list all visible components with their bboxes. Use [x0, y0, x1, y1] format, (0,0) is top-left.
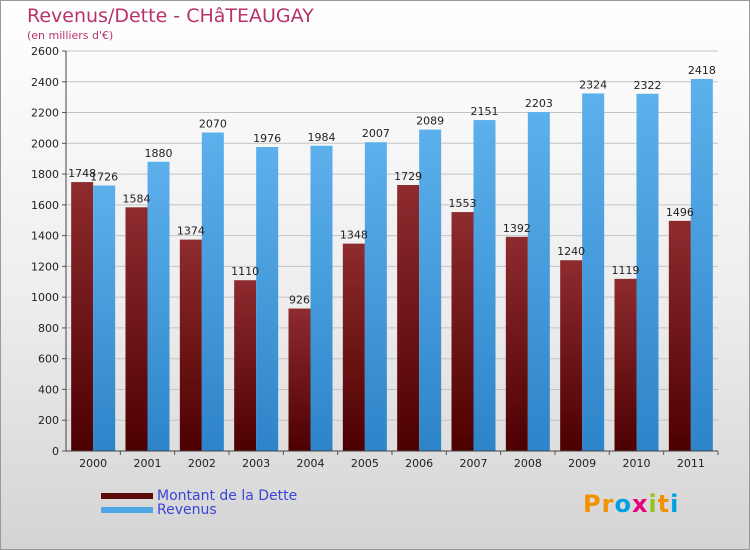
- y-tick-label: 200: [38, 414, 59, 427]
- logo-letter: r: [601, 490, 615, 518]
- axes: 0 200 400 600 800 1000 1200 1400 1600 1800 2000 220…: [31, 45, 719, 470]
- x-tick-label: 2009: [568, 457, 596, 470]
- y-tick-label: 1600: [31, 199, 59, 212]
- y-tick-label: 2600: [31, 45, 59, 58]
- legend-swatch-revenue: [101, 507, 153, 513]
- data-label-debt: 1374: [177, 225, 205, 238]
- data-label-debt: 1110: [231, 265, 259, 278]
- bar-revenue: [201, 132, 224, 452]
- bar-debt: [505, 236, 528, 451]
- y-tick-label: 2000: [31, 137, 59, 150]
- data-label-debt: 1240: [557, 245, 585, 258]
- bar-revenue: [93, 185, 116, 451]
- data-label-revenue: 1726: [90, 170, 118, 183]
- data-label-debt: 1348: [340, 229, 368, 242]
- data-label-revenue: 2418: [688, 64, 716, 77]
- logo-letter: x: [631, 490, 649, 518]
- y-tick-label: 1800: [31, 168, 59, 181]
- bar-debt: [342, 243, 365, 451]
- data-label-debt: 1392: [503, 222, 531, 235]
- x-tick-label: 2002: [188, 457, 216, 470]
- gridlines: [66, 50, 718, 452]
- bar-debt: [614, 278, 637, 451]
- x-tick-label: 2010: [623, 457, 651, 470]
- bar-revenue: [256, 147, 279, 451]
- x-tick-label: 2001: [134, 457, 162, 470]
- data-label-revenue: 2324: [579, 78, 607, 91]
- bar-debt: [234, 280, 257, 451]
- data-label-debt: 1729: [394, 170, 422, 183]
- data-label-debt: 1496: [666, 206, 694, 219]
- data-label-revenue: 1976: [253, 132, 281, 145]
- bar-revenue: [582, 93, 605, 451]
- data-label-revenue: 2322: [634, 79, 662, 92]
- data-label-revenue: 2203: [525, 97, 553, 110]
- y-tick-label: 1000: [31, 291, 59, 304]
- x-tick-label: 2008: [514, 457, 542, 470]
- data-label-revenue: 1880: [145, 147, 173, 160]
- logo-letter: i: [670, 490, 680, 518]
- bar-debt: [179, 239, 202, 451]
- bar-debt: [125, 207, 148, 451]
- x-tick-label: 2007: [460, 457, 488, 470]
- x-tick-label: 2011: [677, 457, 705, 470]
- data-label-debt: 1119: [612, 264, 640, 277]
- legend-item-revenue: Revenus: [101, 502, 217, 518]
- legend-label-debt: Montant de la Dette: [157, 488, 298, 504]
- data-label-debt: 1748: [68, 167, 96, 180]
- bar-debt: [288, 308, 311, 451]
- chart-subtitle: (en milliers d'€): [27, 29, 114, 42]
- x-tick-label: 2003: [242, 457, 270, 470]
- x-tick-label: 2006: [405, 457, 433, 470]
- bar-debt: [397, 185, 420, 451]
- x-tick-label: 2000: [79, 457, 107, 470]
- y-tick-label: 2200: [31, 107, 59, 120]
- legend-swatch-debt: [101, 493, 153, 499]
- proxiti-logo: Proxiti: [583, 490, 679, 518]
- bar-revenue: [419, 129, 442, 451]
- bar-chart: 0 200 400 600 800 1000 1200 1400 1600 1800 2000 220…: [31, 45, 719, 470]
- logo-letter: P: [583, 490, 602, 518]
- bar-revenue: [690, 79, 713, 451]
- data-label-revenue: 2007: [362, 127, 390, 140]
- x-tick-label: 2005: [351, 457, 379, 470]
- data-label-revenue: 1984: [308, 131, 336, 144]
- logo-letter: i: [648, 490, 658, 518]
- bar-debt: [668, 220, 691, 451]
- legend-label-revenue: Revenus: [157, 502, 217, 518]
- bar-revenue: [473, 120, 496, 452]
- data-label-debt: 926: [289, 294, 310, 307]
- logo-letter: t: [657, 490, 671, 518]
- data-label-debt: 1584: [123, 192, 151, 205]
- bar-revenue: [147, 161, 170, 451]
- y-tick-label: 0: [52, 445, 59, 458]
- y-tick-label: 1400: [31, 230, 59, 243]
- y-tick-label: 600: [38, 353, 59, 366]
- bars: [71, 79, 713, 452]
- bar-revenue: [364, 142, 387, 451]
- bar-revenue: [310, 145, 333, 451]
- bar-revenue: [527, 112, 550, 452]
- legend-item-debt: Montant de la Dette: [101, 488, 297, 504]
- data-label-revenue: 2089: [416, 115, 444, 128]
- x-tick-label: 2004: [297, 457, 325, 470]
- chart-title: Revenus/Dette - CHâTEAUGAY: [27, 5, 314, 27]
- bar-debt: [71, 182, 94, 452]
- y-tick-label: 1200: [31, 260, 59, 273]
- y-tick-label: 800: [38, 322, 59, 335]
- logo-letter: o: [614, 490, 632, 518]
- bar-debt: [451, 212, 474, 451]
- data-label-debt: 1553: [449, 197, 477, 210]
- y-tick-label: 400: [38, 383, 59, 396]
- bar-revenue: [636, 93, 659, 452]
- data-label-revenue: 2070: [199, 118, 227, 131]
- bar-debt: [560, 260, 583, 451]
- data-label-revenue: 2151: [471, 105, 499, 118]
- y-tick-label: 2400: [31, 76, 59, 89]
